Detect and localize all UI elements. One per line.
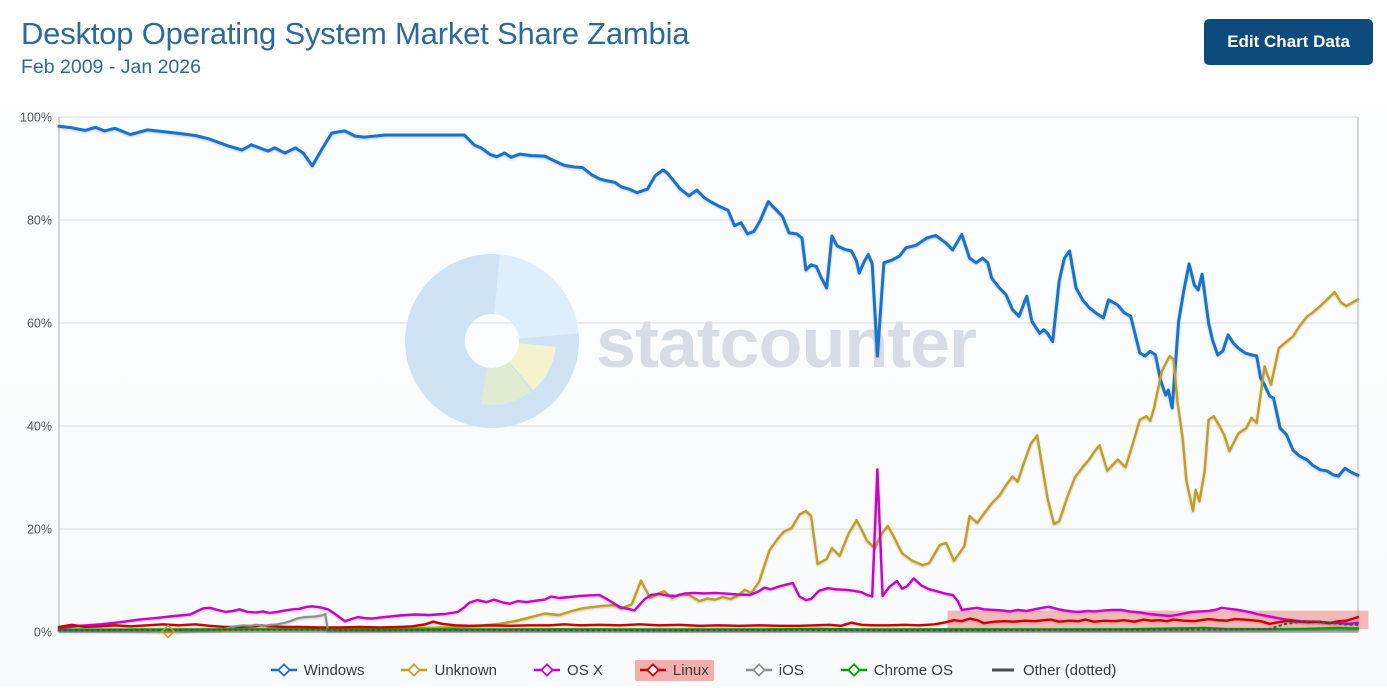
legend-marker-diamond [639,663,666,677]
edit-chart-data-button[interactable]: Edit Chart Data [1204,19,1373,65]
legend-item-other-dotted[interactable]: Other (dotted) [985,660,1121,681]
legend-label: Linux [672,661,709,679]
series-line-os-x [57,468,1360,630]
legend-marker-diamond [270,663,297,677]
legend-item-linux[interactable]: Linux [634,659,714,681]
y-axis-label: 20% [27,523,52,537]
legend-item-os-x[interactable]: OS X [529,660,608,681]
legend-item-ios[interactable]: iOS [741,660,809,681]
statcounter-watermark: statcounter [405,254,978,428]
chart-legend: Windows Unknown OS X Linux iOS Chrome OS Other… [0,654,1387,686]
legend-marker-dash [991,668,1014,672]
market-share-line-chart[interactable]: 0% 20% 40% 60% 80% 100% statcounter [0,104,1387,654]
series-line-unknown [57,290,1360,633]
series-line-linux [57,615,1360,629]
legend-label: iOS [778,661,804,679]
y-axis-label: 80% [27,214,52,228]
legend-label: Unknown [434,661,498,679]
y-axis-label: 40% [27,420,52,434]
series-line-other-dotted [58,620,1359,632]
legend-marker-diamond [840,663,867,677]
page-title: Desktop Operating System Market Share Za… [21,16,690,51]
unknown-series-marker [161,624,176,639]
legend-label: Chrome OS [873,661,953,679]
legend-marker-diamond [534,663,561,677]
legend-label: Windows [303,661,365,679]
legend-label: OS X [567,661,603,679]
y-axis-label: 100% [20,111,52,125]
series-line-chrome-os [57,626,1360,631]
chart-area: 0% 20% 40% 60% 80% 100% statcounter Windows Unk… [0,104,1387,686]
svg-text:statcounter: statcounter [596,304,977,382]
y-axis-label: 0% [34,626,52,640]
legend-marker-diamond [401,663,428,677]
page-subtitle: Feb 2009 - Jan 2026 [21,56,201,78]
legend-item-unknown[interactable]: Unknown [396,660,502,681]
page-header: Desktop Operating System Market Share Za… [0,0,1387,104]
series-line-windows [57,124,1360,478]
y-axis-label: 60% [27,317,52,331]
legend-item-chrome-os[interactable]: Chrome OS [836,660,958,681]
legend-item-windows[interactable]: Windows [266,660,370,681]
legend-label: Other (dotted) [1022,661,1117,679]
legend-marker-diamond [745,663,772,677]
